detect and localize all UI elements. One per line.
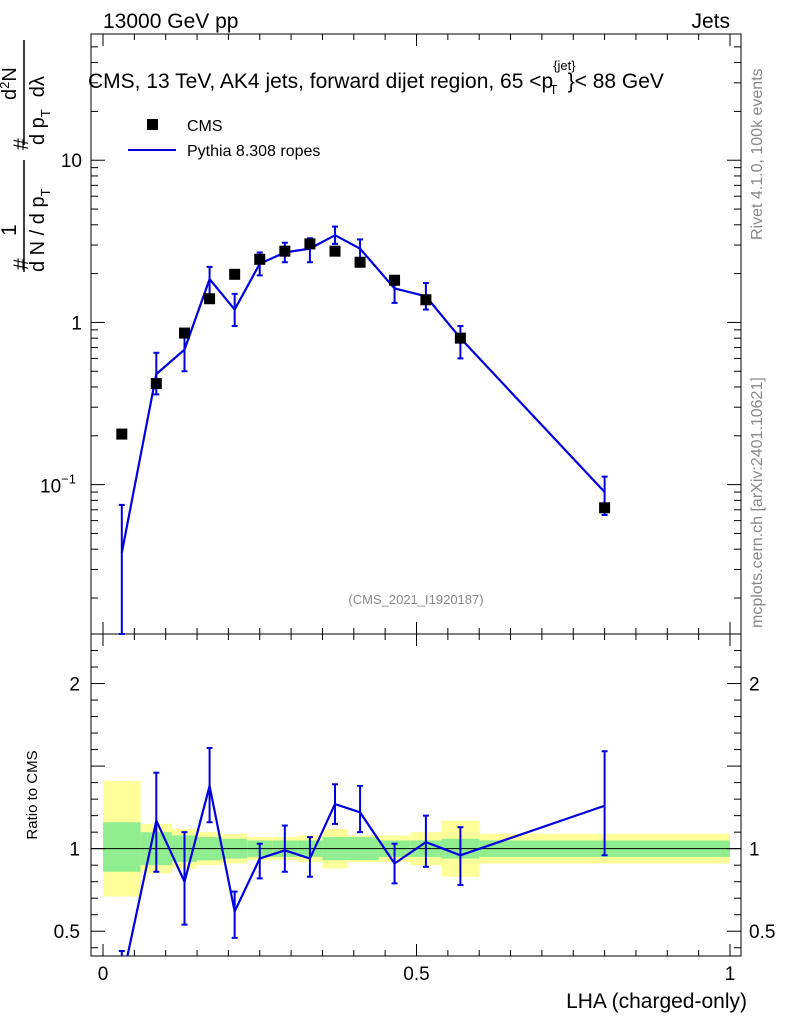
data-point (229, 268, 241, 280)
y-tick-label-main: 1 (71, 313, 82, 334)
y-tick-label-ratio-right: 1 (749, 840, 760, 861)
title-sub: T (550, 82, 558, 97)
data-point (329, 245, 341, 257)
header-left: 13000 GeV pp (103, 10, 238, 33)
ratio-bands (103, 780, 730, 897)
data-point (150, 378, 162, 390)
ylabel-dpT-dlambda: d pTdλ (27, 76, 53, 145)
data-point (304, 238, 316, 250)
x-tick-label: 0.5 (403, 964, 429, 985)
data-point (204, 293, 216, 305)
legend-cms-marker (147, 119, 158, 130)
y-axis-label-main: # 1 d N / d pT # d2N d pTdλ (0, 40, 53, 272)
ylabel-hash1: # (10, 258, 33, 270)
legend-mc-label: Pythia 8.308 ropes (187, 143, 320, 160)
legend-cms-label: CMS (187, 118, 223, 135)
data-point (420, 294, 432, 306)
ratio-frame (90, 633, 742, 957)
data-point (454, 332, 466, 344)
x-axis-label: LHA (charged-only) (566, 990, 747, 1013)
legend: CMS Pythia 8.308 ropes (128, 118, 320, 160)
y-tick-label-ratio-right: 0.5 (749, 922, 775, 943)
data-point (179, 327, 191, 339)
y-tick-label-ratio-left: 2 (69, 675, 80, 696)
y-tick-label-ratio-left: 0.5 (54, 922, 80, 943)
y-tick-label-ratio-right: 2 (749, 675, 760, 696)
title-tail: }< 88 GeV (568, 70, 664, 93)
rivet-label: Rivet 4.1.0, 100k events (749, 68, 766, 240)
data-point (279, 245, 291, 257)
band-inner-0 (103, 822, 141, 872)
chart-title: CMS, 13 TeV, AK4 jets, forward dijet reg… (88, 58, 664, 97)
y-tick-label-main: 10−1 (40, 472, 76, 498)
title-sup: {jet} (553, 58, 576, 73)
data-point (254, 253, 266, 265)
axes: 0 0.5 1 10−1 1 10 0.5 0.5 1 1 2 2 (40, 33, 775, 985)
y-tick-label-ratio-left: 1 (69, 840, 80, 861)
ratio-series-line (126, 785, 605, 956)
data-point (116, 428, 128, 440)
ylabel-hash2: # (10, 138, 33, 150)
marks (116, 225, 611, 956)
data-point (354, 256, 366, 268)
title-main: CMS, 13 TeV, AK4 jets, forward dijet reg… (88, 70, 553, 93)
header-right: Jets (691, 10, 730, 33)
data-point (389, 274, 401, 286)
x-tick-label: 0 (98, 964, 109, 985)
ylabel-dN: d N / d pT (27, 188, 53, 272)
ylabel-d2N: d2N (0, 67, 21, 100)
analysis-id: (CMS_2021_I1920187) (348, 592, 483, 607)
y-axis-label-ratio: Ratio to CMS (24, 750, 41, 839)
data-point (599, 502, 611, 514)
mc-series-line (120, 233, 606, 554)
y-tick-label-main: 10 (61, 151, 82, 172)
x-tick-label: 1 (725, 964, 736, 985)
ylabel-one: 1 (0, 224, 21, 236)
ratio-series (118, 746, 608, 956)
mcplots-label: mcplots.cern.ch [arXiv:2401.10621] (749, 377, 766, 628)
